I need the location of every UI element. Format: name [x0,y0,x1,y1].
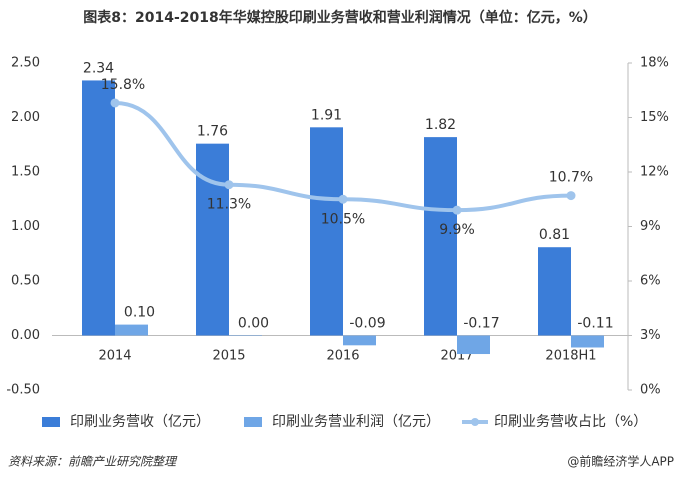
bar-value-label: -0.09 [349,316,385,332]
line-marker [338,194,348,204]
y-tick-label: 0.50 [11,274,40,289]
footer: @前瞻经济学人APP [567,454,674,469]
bar [424,137,457,336]
bar [457,335,490,355]
legend-swatch [42,417,60,427]
y2-tick-label: 12% [640,165,669,180]
y-tick-label: 2.50 [11,56,40,71]
bar-value-label: 1.91 [311,107,342,123]
legend-label: 印刷业务营收占比（%） [494,414,647,430]
line-marker [224,180,234,190]
bar [229,335,262,336]
line-value-label: 9.9% [439,222,475,238]
y2-tick-label: 0% [640,383,661,398]
bar [571,335,604,348]
y-tick-label: 1.00 [11,219,40,234]
bar [82,80,115,336]
bar-value-label: 0.00 [238,316,269,332]
x-tick-label: 2014 [98,349,131,364]
bar [196,143,229,336]
bar [115,324,148,336]
bar-value-label: 0.81 [539,227,570,243]
legend-swatch-marker [471,418,479,426]
legend-swatch [244,417,262,427]
line-value-label: 11.3% [207,197,251,213]
line-value-label: 10.7% [549,170,593,186]
line-marker [110,98,120,108]
x-tick-label: 2015 [212,349,245,364]
y-tick-label: 1.50 [11,165,40,180]
line-marker [452,205,462,215]
y2-tick-label: 18% [640,56,669,71]
bar [310,127,343,336]
bar [538,247,571,336]
line-marker [566,191,576,201]
y2-tick-label: 3% [640,328,661,343]
bar-value-label: -0.17 [463,316,499,332]
chart-title: 图表8：2014-2018年华媒控股印刷业务营收和营业利润情况（单位：亿元，%） [83,9,597,26]
bar-value-label: -0.11 [577,316,613,332]
y-tick-label: 2.00 [11,110,40,125]
line-value-label: 15.8% [101,77,145,93]
legend-label: 印刷业务营业利润（亿元） [272,414,440,430]
y-tick-label: -0.50 [6,383,40,398]
bar-value-label: 1.76 [197,124,228,140]
bar-value-label: 0.10 [124,305,155,321]
bar-value-label: 1.82 [425,117,456,133]
x-tick-label: 2016 [326,349,359,364]
legend-label: 印刷业务营收（亿元） [70,414,210,430]
y2-tick-label: 6% [640,274,661,289]
y2-tick-label: 9% [640,219,661,234]
source: 资料来源：前瞻产业研究院整理 [8,455,178,469]
line-value-label: 10.5% [321,211,365,227]
bar [343,335,376,346]
x-tick-label: 2018H1 [545,349,596,364]
bar-value-label: 2.34 [83,60,114,76]
y-tick-label: 0.00 [11,328,40,343]
y2-tick-label: 15% [640,110,669,125]
